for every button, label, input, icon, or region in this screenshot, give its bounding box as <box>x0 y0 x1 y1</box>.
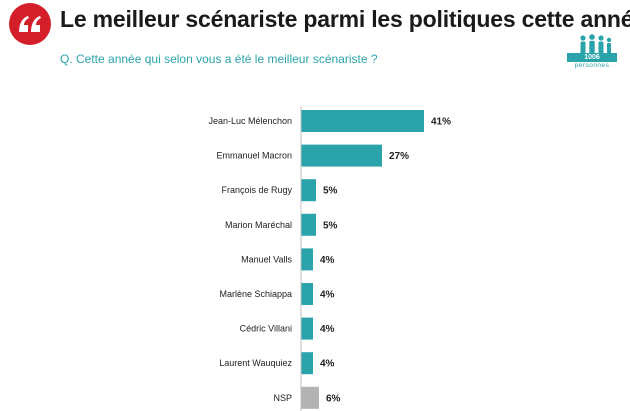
value-label: 6% <box>326 393 341 404</box>
sample-label: personnes <box>574 62 610 69</box>
bar <box>301 248 313 271</box>
category-label: Cédric Villani <box>240 324 292 334</box>
value-label: 4% <box>320 359 335 370</box>
bar <box>301 317 313 340</box>
sample-count: 1006 <box>567 53 617 62</box>
value-label: 4% <box>320 290 335 301</box>
bar <box>301 144 382 167</box>
bar <box>301 386 319 409</box>
value-label: 5% <box>323 186 338 197</box>
page-title: Le meilleur scénariste parmi les politiq… <box>60 6 630 32</box>
sample-size-badge: 1006 personnes <box>567 34 617 70</box>
question-subtitle: Q. Cette année qui selon vous a été le m… <box>60 52 378 66</box>
quote-icon <box>19 16 41 32</box>
category-label: Marlène Schiappa <box>219 289 292 299</box>
quote-badge <box>9 3 51 45</box>
category-label: NSP <box>273 393 292 403</box>
value-label: 27% <box>389 151 409 162</box>
category-label: Jean-Luc Mélenchon <box>208 116 292 126</box>
category-label: François de Rugy <box>221 185 292 195</box>
people-icon <box>580 34 612 54</box>
value-label: 4% <box>320 255 335 266</box>
value-label: 5% <box>323 220 338 231</box>
bar <box>301 283 313 305</box>
category-label: Manuel Valls <box>241 254 292 264</box>
bar <box>301 110 424 132</box>
bar <box>301 352 313 375</box>
value-label: 41% <box>431 117 451 128</box>
category-label: Laurent Wauquiez <box>219 358 292 368</box>
category-label: Marion Maréchal <box>225 220 292 230</box>
bar <box>301 179 316 202</box>
category-label: Emmanuel Macron <box>216 151 292 161</box>
value-label: 4% <box>320 324 335 335</box>
bar <box>301 213 316 236</box>
